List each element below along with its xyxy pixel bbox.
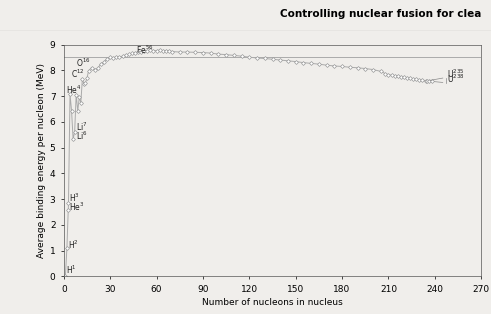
Text: He$^3$: He$^3$ <box>69 200 84 213</box>
Text: Li$^6$: Li$^6$ <box>76 130 87 142</box>
Text: O$^{16}$: O$^{16}$ <box>76 57 91 69</box>
X-axis label: Number of nucleons in nucleus: Number of nucleons in nucleus <box>202 298 343 307</box>
Text: U$^{235}$: U$^{235}$ <box>447 67 464 79</box>
Text: H$^1$: H$^1$ <box>66 263 77 276</box>
Text: He$^4$: He$^4$ <box>66 84 82 96</box>
Text: Fe$^{56}$: Fe$^{56}$ <box>136 44 154 56</box>
Text: H$^3$: H$^3$ <box>69 192 80 204</box>
Y-axis label: Average binding energy per nucleon (MeV): Average binding energy per nucleon (MeV) <box>37 63 46 258</box>
Text: U$^{238}$: U$^{238}$ <box>447 72 464 85</box>
Text: Controlling nuclear fusion for clea: Controlling nuclear fusion for clea <box>280 9 481 19</box>
Text: Li$^7$: Li$^7$ <box>76 121 87 133</box>
Text: H$^2$: H$^2$ <box>68 239 78 251</box>
Text: C$^{12}$: C$^{12}$ <box>71 67 84 79</box>
